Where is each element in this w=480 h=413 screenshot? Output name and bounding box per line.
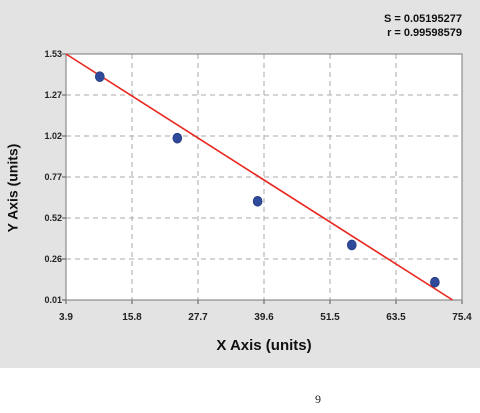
chart-panel: 3.9 15.8 27.7 39.6 51.5 63.5 75.4 0.01 0.26 0.52… (0, 0, 480, 368)
y-tick-label: 1.53 (44, 49, 62, 59)
x-tick-label: 51.5 (320, 312, 340, 323)
y-axis-label: Y Axis (units) (4, 143, 20, 233)
x-tick-labels: 3.9 15.8 27.7 39.6 51.5 63.5 75.4 (59, 312, 472, 323)
data-point (172, 132, 183, 144)
r-statistic: r = 0.99598579 (387, 27, 462, 39)
x-axis-label: X Axis (units) (216, 337, 312, 354)
y-tick-label: 1.02 (44, 131, 62, 141)
y-tick-label: 0.01 (44, 295, 62, 305)
x-tick-label: 39.6 (254, 312, 274, 323)
y-tick-label: 1.27 (44, 90, 62, 100)
y-tick-labels: 0.01 0.26 0.52 0.77 1.02 1.27 1.53 (44, 49, 62, 305)
s-statistic: S = 0.05195277 (384, 13, 462, 25)
fit-line (65, 53, 454, 301)
y-axis-label-wrap: Y Axis (units) (2, 128, 22, 248)
y-tick-label: 0.26 (44, 254, 62, 264)
data-point (430, 276, 440, 288)
data-point (346, 239, 357, 251)
y-tick-label: 0.77 (44, 172, 62, 182)
y-tick-label: 0.52 (44, 213, 62, 223)
data-point (252, 195, 263, 207)
data-point (94, 71, 105, 82)
tick-marks (62, 53, 463, 304)
chart-svg: 3.9 15.8 27.7 39.6 51.5 63.5 75.4 0.01 0.26 0.52… (44, 49, 472, 323)
x-tick-label: 75.4 (452, 312, 472, 323)
x-tick-label: 63.5 (386, 312, 406, 323)
data-points (94, 71, 440, 288)
x-tick-label: 27.7 (188, 312, 208, 323)
grid-lines (66, 54, 462, 300)
plot-frame (65, 53, 463, 301)
x-tick-label: 15.8 (122, 312, 142, 323)
x-tick-label: 3.9 (59, 312, 73, 323)
page-number: 9 (315, 392, 321, 406)
fit-line-group (65, 53, 454, 301)
